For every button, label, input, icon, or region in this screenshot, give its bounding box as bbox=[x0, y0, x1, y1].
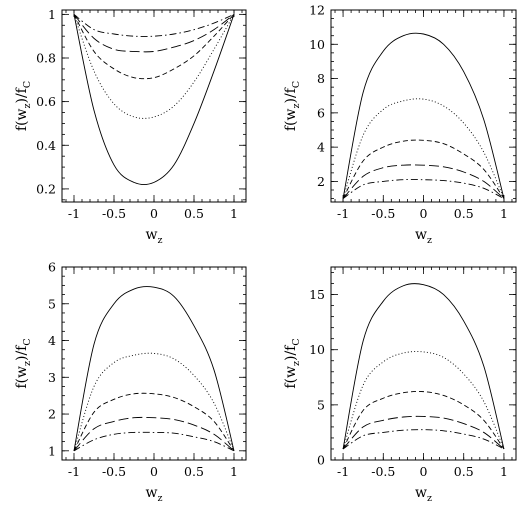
curve-dotted bbox=[342, 351, 505, 450]
curve-dash-dot bbox=[342, 429, 505, 450]
y-tick-label: 8 bbox=[317, 71, 325, 86]
y-tick-label: 0.4 bbox=[36, 138, 56, 153]
y-tick-label: 15 bbox=[309, 287, 325, 302]
y-tick-label: 4 bbox=[48, 333, 56, 348]
curve-dash-dot bbox=[342, 179, 505, 199]
y-tick-label: 10 bbox=[309, 37, 325, 52]
y-tick-label: 1 bbox=[48, 443, 56, 458]
y-tick-label: 1 bbox=[48, 7, 56, 22]
x-tick-label: -0.5 bbox=[102, 206, 126, 221]
x-tick-label: 0.5 bbox=[454, 464, 474, 479]
curve-short-dash bbox=[342, 390, 505, 450]
y-tick-label: 2 bbox=[317, 174, 325, 189]
plot-frame bbox=[61, 9, 247, 203]
curve-short-dash bbox=[73, 14, 235, 80]
y-tick-label: 2 bbox=[48, 407, 56, 422]
curve-short-dash bbox=[342, 139, 505, 199]
y-axis-label: f(wz)/fC bbox=[14, 81, 33, 131]
y-tick-label: 0.2 bbox=[36, 181, 56, 196]
curve-long-dash bbox=[342, 415, 505, 450]
x-tick-label: -0.5 bbox=[102, 464, 126, 479]
y-tick-label: 0.8 bbox=[36, 51, 56, 66]
curve-dotted bbox=[73, 14, 235, 119]
y-tick-label: 10 bbox=[309, 342, 325, 357]
x-tick-label: 0.5 bbox=[184, 464, 204, 479]
x-tick-label: 1 bbox=[230, 206, 238, 221]
curve-long-dash bbox=[73, 416, 235, 452]
y-axis-label: f(wz)/fC bbox=[283, 81, 302, 131]
x-tick-label: 1 bbox=[500, 464, 508, 479]
x-tick-label: 0.5 bbox=[184, 206, 204, 221]
y-tick-label: 5 bbox=[48, 296, 56, 311]
curve-dotted bbox=[73, 352, 235, 451]
y-tick-label: 3 bbox=[48, 370, 56, 385]
x-tick-label: -1 bbox=[337, 206, 349, 221]
x-tick-label: -1 bbox=[68, 206, 80, 221]
panel-3: -1 -0.5 0 0.5 1 1 2 3 4 5 6 wz f(wz)/fC bbox=[14, 260, 247, 504]
curve-solid bbox=[73, 14, 235, 185]
y-tick-label: 12 bbox=[309, 3, 325, 18]
y-axis-label: f(wz)/fC bbox=[283, 338, 302, 388]
curve-solid bbox=[73, 286, 235, 451]
x-tick-label: -1 bbox=[68, 464, 80, 479]
y-tick-label: 6 bbox=[317, 105, 325, 120]
y-tick-label: 6 bbox=[48, 260, 56, 275]
y-axis-label: f(wz)/fC bbox=[14, 338, 33, 388]
y-tick-label: 0.6 bbox=[36, 94, 56, 109]
x-tick-label: -1 bbox=[337, 464, 349, 479]
x-axis-label: wz bbox=[146, 485, 163, 504]
y-tick-label: 5 bbox=[317, 397, 325, 412]
x-tick-label: -0.5 bbox=[371, 206, 395, 221]
x-tick-label: 1 bbox=[500, 206, 508, 221]
curve-solid bbox=[342, 32, 505, 199]
x-tick-label: 1 bbox=[230, 464, 238, 479]
x-axis-label: wz bbox=[415, 227, 432, 246]
x-tick-label: 0 bbox=[420, 464, 428, 479]
curve-dash-dot bbox=[73, 13, 235, 37]
curve-long-dash bbox=[342, 164, 505, 199]
x-tick-label: 0 bbox=[150, 206, 158, 221]
curve-dash-dot bbox=[73, 431, 235, 452]
curve-solid bbox=[342, 283, 505, 450]
x-tick-label: 0.5 bbox=[454, 206, 474, 221]
x-tick-label: -0.5 bbox=[371, 464, 395, 479]
x-tick-label: 0 bbox=[420, 206, 428, 221]
panel-1: -1 -0.5 0 0.5 1 0.2 0.4 0.6 0.8 1 wz f(wz)/fC bbox=[14, 7, 247, 246]
y-tick-label: 0 bbox=[317, 453, 325, 468]
x-axis-label: wz bbox=[146, 227, 163, 246]
y-tick-label: 4 bbox=[317, 140, 325, 155]
x-tick-label: 0 bbox=[150, 464, 158, 479]
plot-frame bbox=[330, 9, 517, 203]
curve-short-dash bbox=[73, 392, 235, 452]
x-axis-label: wz bbox=[415, 485, 432, 504]
curve-dotted bbox=[342, 98, 505, 199]
curve-long-dash bbox=[73, 14, 235, 53]
